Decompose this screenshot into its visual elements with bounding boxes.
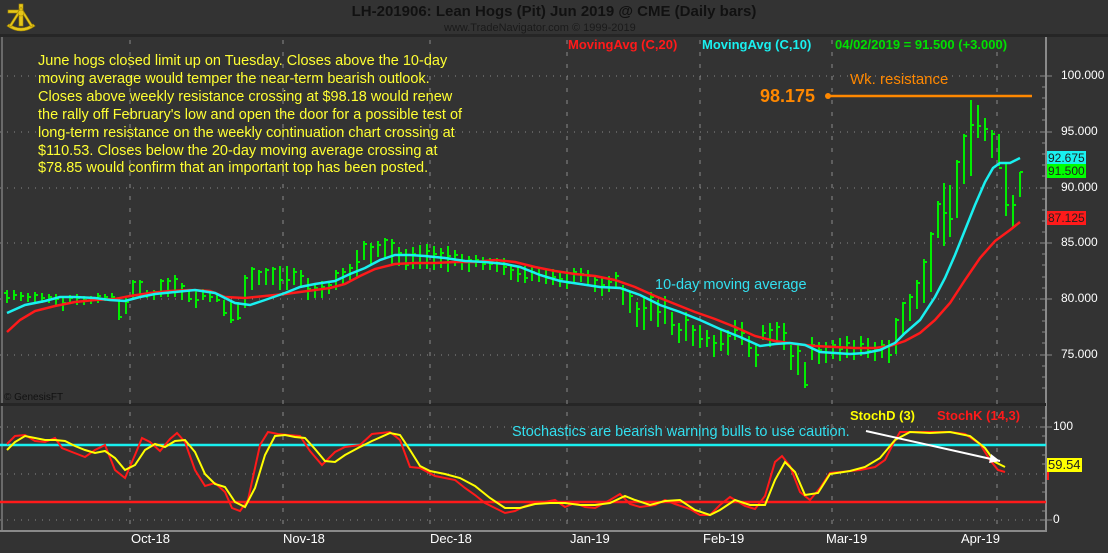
sextant-icon: [6, 3, 36, 32]
price-tick-85: 85.000: [1061, 235, 1098, 249]
x-label-dec-18: Dec-18: [430, 531, 472, 546]
price-axis-ticks: [1040, 75, 1052, 521]
x-label-apr-19: Apr-19: [961, 531, 1001, 546]
panel-divider: [0, 403, 1046, 406]
legend-ma10: MovingAvg (C,10): [702, 37, 812, 52]
price-tick-95: 95.000: [1061, 124, 1098, 138]
legend-stochk: StochK (14,3): [937, 408, 1021, 423]
last-price-tag: 91.500: [1047, 164, 1086, 178]
legend-ma20: MovingAvg (C,20): [568, 37, 678, 52]
stoch-annotation: Stochastics are bearish warning bulls to…: [512, 424, 850, 440]
arrow-head-icon: [989, 454, 1000, 463]
ma10-line: [6, 156, 1021, 356]
time-gridlines: [129, 40, 998, 530]
annotation-arrow: [865, 430, 1001, 462]
resistance-label: Wk. resistance: [850, 71, 949, 88]
commentary-text: June hogs closed limit up on Tuesday. Cl…: [38, 53, 463, 177]
legend-stochd: StochD (3): [850, 408, 915, 423]
header-divider: [0, 34, 1108, 37]
price-tick-75: 75.000: [1061, 347, 1098, 361]
data-copyright: © GenesisFT: [4, 392, 64, 403]
stochk-value-tag: [1047, 471, 1049, 480]
price-tick-80: 80.000: [1061, 291, 1098, 305]
resistance-value: 98.175: [760, 86, 816, 106]
price-tick-90: 90.000: [1061, 180, 1098, 194]
price-tick-100: 100.000: [1061, 68, 1105, 82]
stochd-value-tag: 59.54: [1047, 457, 1082, 472]
ma-annotation: 10-day moving average: [655, 277, 807, 293]
x-label-nov-18: Nov-18: [283, 531, 325, 546]
chart-header: [0, 0, 1108, 34]
stochd-line: [6, 430, 1006, 517]
stoch-tick-0: 0: [1053, 512, 1060, 526]
legend-last-value: 04/02/2019 = 91.500 (+3.000): [835, 37, 1008, 52]
stoch-tick-100: 100: [1053, 419, 1074, 433]
x-label-feb-19: Feb-19: [703, 531, 745, 546]
resistance-marker: [825, 93, 831, 99]
x-label-mar-19: Mar-19: [826, 531, 868, 546]
ma20-value-tag: 87.125: [1047, 211, 1086, 225]
x-label-oct-18: Oct-18: [131, 531, 171, 546]
chart-subtitle: www.TradeNavigator.com © 1999-2019: [444, 22, 636, 34]
x-label-jan-19: Jan-19: [570, 531, 610, 546]
ma20-line: [6, 221, 1021, 350]
ma10-value-tag: 92.675: [1047, 151, 1086, 165]
chart-title: LH-201906: Lean Hogs (Pit) Jun 2019 @ CM…: [351, 3, 757, 20]
